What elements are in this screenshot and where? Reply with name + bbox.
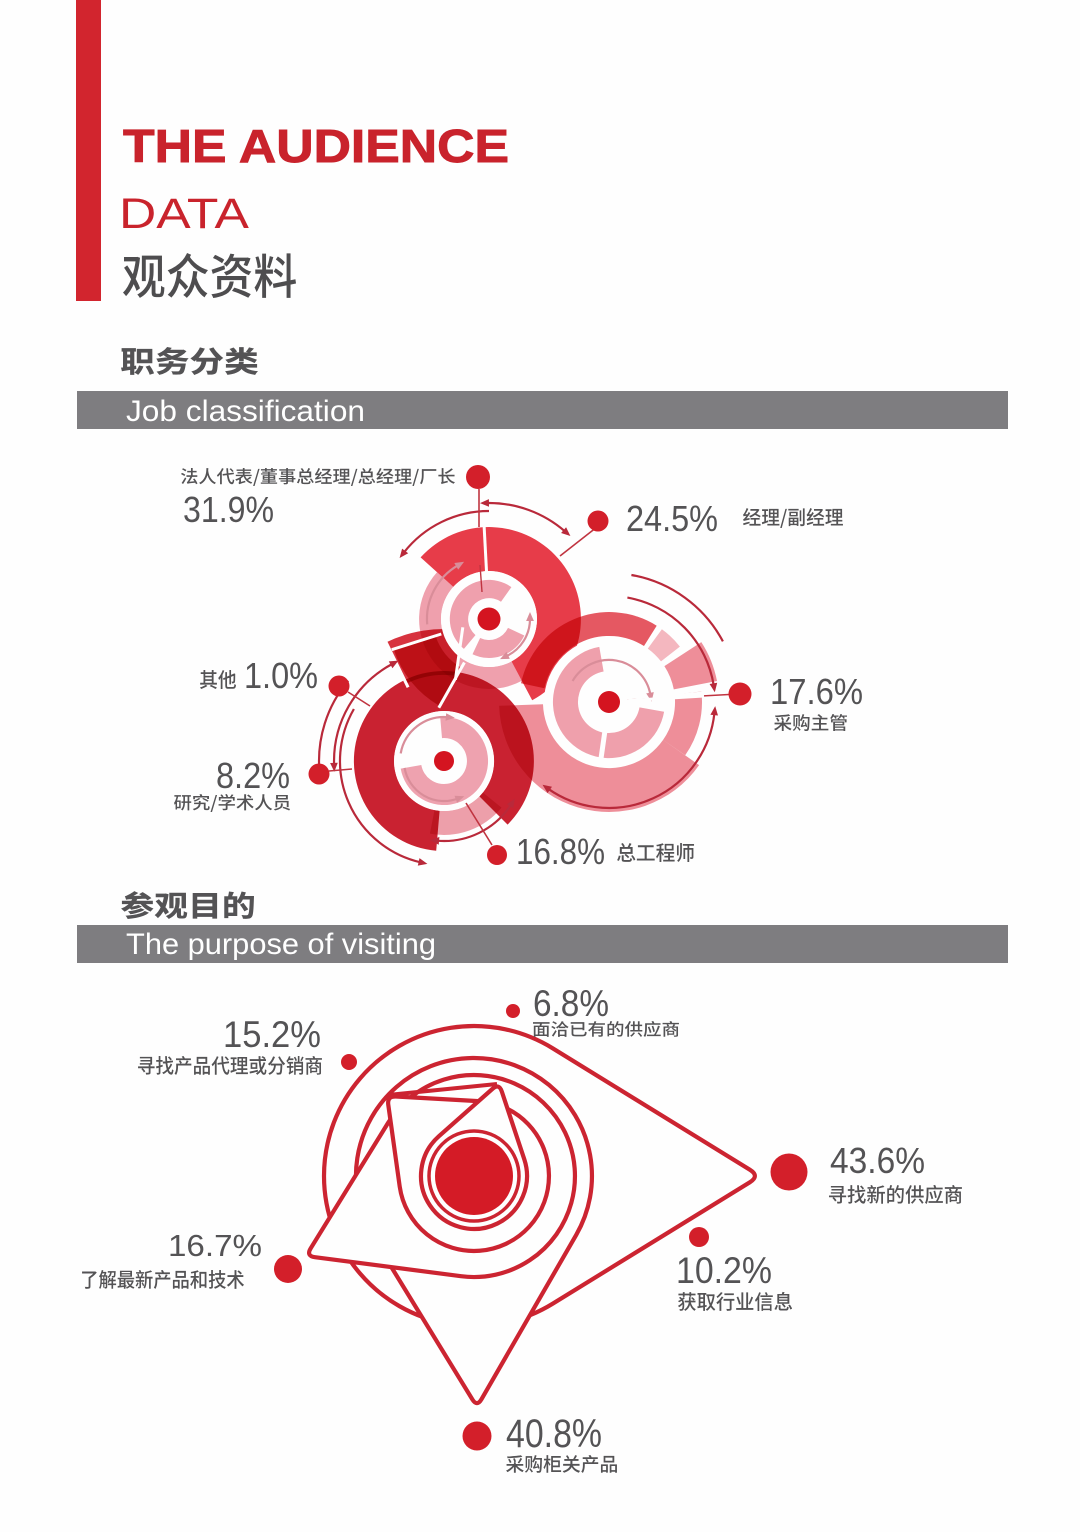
svg-text:15.2%: 15.2% [223, 1014, 321, 1055]
svg-text:Job classification: Job classification [126, 395, 365, 428]
svg-text:1.0%: 1.0% [244, 655, 318, 696]
svg-text:8.2%: 8.2% [216, 755, 290, 796]
svg-text:17.6%: 17.6% [770, 671, 863, 712]
svg-text:6.8%: 6.8% [533, 983, 609, 1024]
svg-text:DATA: DATA [119, 190, 249, 238]
svg-text:31.9%: 31.9% [183, 489, 274, 530]
svg-text:The purpose of visiting: The purpose of visiting [126, 928, 436, 961]
svg-text:THE AUDIENCE: THE AUDIENCE [123, 120, 509, 172]
svg-text:10.2%: 10.2% [676, 1250, 772, 1291]
svg-text:24.5%: 24.5% [626, 498, 718, 539]
svg-text:40.8%: 40.8% [506, 1412, 602, 1456]
svg-text:43.6%: 43.6% [830, 1140, 925, 1181]
svg-text:16.7%: 16.7% [168, 1228, 262, 1263]
svg-text:16.8%: 16.8% [516, 831, 605, 872]
